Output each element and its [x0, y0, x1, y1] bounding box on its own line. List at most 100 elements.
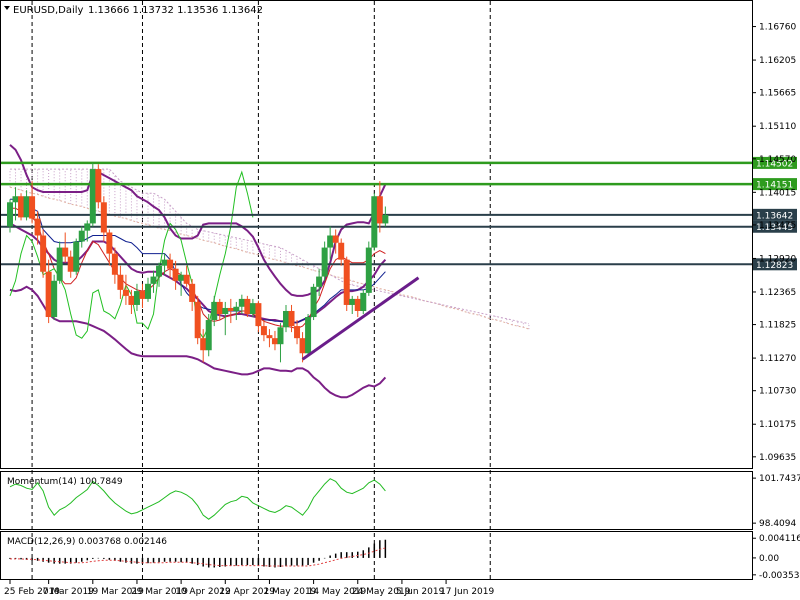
candle-body[interactable] [51, 280, 58, 318]
candle-body[interactable] [100, 202, 107, 233]
level-label-box [753, 220, 797, 233]
candle-body[interactable] [150, 276, 157, 284]
price-tick-label: 1.15110 [759, 122, 796, 132]
candle-body[interactable] [78, 230, 85, 242]
candle-body[interactable] [332, 235, 339, 243]
collapse-arrow-icon[interactable] [4, 6, 10, 10]
candle-body[interactable] [117, 274, 124, 290]
candle-body[interactable] [73, 241, 80, 272]
candle-body[interactable] [111, 253, 118, 275]
candle-body[interactable] [12, 196, 19, 203]
candle-body[interactable] [161, 259, 168, 266]
candle-body[interactable] [271, 338, 278, 345]
cloud-span-a [9, 186, 530, 330]
price-tick-label: 1.14015 [759, 188, 796, 198]
candle-body[interactable] [238, 298, 245, 307]
candle-body[interactable] [133, 291, 140, 305]
candle-body[interactable] [266, 335, 273, 339]
candle-body[interactable] [56, 247, 63, 281]
candle-body[interactable] [156, 265, 163, 277]
candle-body[interactable] [376, 196, 383, 224]
price-tick-label: 1.16205 [759, 56, 796, 66]
candle-body[interactable] [40, 235, 47, 272]
candle-body[interactable] [167, 259, 174, 269]
candle-body[interactable] [249, 303, 256, 315]
candle-body[interactable] [189, 283, 196, 302]
price-axis: 1.16760 1.16205 1.15665 1.15110 1.14570 1.140… [752, 23, 796, 463]
candle-body[interactable] [343, 259, 350, 305]
candle-body[interactable] [23, 196, 30, 218]
candle-body[interactable] [45, 271, 52, 318]
time-tick-label: 25 Feb 2019 [4, 587, 60, 597]
candle-body[interactable] [299, 338, 306, 354]
momentum-line [9, 478, 386, 520]
candle-body[interactable] [172, 268, 179, 281]
candle-body[interactable] [178, 274, 185, 281]
candle-body[interactable] [139, 291, 146, 299]
price-tick-label: 1.11825 [759, 321, 796, 331]
candle-body[interactable] [34, 218, 41, 236]
candle-body[interactable] [321, 247, 328, 277]
candle-body[interactable] [106, 232, 113, 254]
candle-body[interactable] [233, 306, 240, 311]
candle-body[interactable] [95, 169, 102, 203]
time-tick-label: 24 May 2019 [352, 587, 411, 597]
candle-body[interactable] [349, 298, 356, 305]
price-tick-label: 1.13475 [759, 221, 796, 231]
candle-body[interactable] [227, 307, 234, 311]
candle-body[interactable] [365, 247, 372, 293]
candle-body[interactable] [7, 202, 13, 227]
candle-body[interactable] [371, 196, 378, 248]
candle-body[interactable] [29, 196, 36, 219]
macd-indicator: 0.004116 0.00 -0.003539 [9, 534, 800, 581]
candle-body[interactable] [67, 256, 74, 272]
candle-body[interactable] [194, 301, 201, 339]
price-tick-label: 1.10175 [759, 420, 796, 430]
candle-body[interactable] [327, 235, 334, 248]
cloud-span-b [10, 168, 530, 325]
chart-symbol: EURUSD,Daily [13, 5, 84, 16]
trendline[interactable] [301, 276, 420, 361]
candle-body[interactable] [305, 317, 312, 354]
candle-body[interactable] [145, 283, 151, 299]
candle-body[interactable] [277, 327, 284, 345]
time-tick-label: 29 Mar 2019 [131, 587, 188, 597]
candle-body[interactable] [183, 274, 190, 284]
candle-body[interactable] [294, 326, 301, 339]
momentum-label: Momentum(14) 100.7849 [7, 477, 123, 487]
time-tick-label: 2 May 2019 [263, 587, 316, 597]
price-tick-label: 1.09635 [759, 453, 796, 463]
macd-label: MACD(12,26,9) 0.003768 0.002146 [7, 537, 167, 547]
level-label: 1.14151 [756, 181, 793, 191]
candle-body[interactable] [283, 310, 289, 328]
candle-body[interactable] [288, 310, 295, 327]
candle-body[interactable] [89, 169, 96, 224]
macd-panel[interactable] [0, 531, 753, 580]
candle-body[interactable] [244, 298, 251, 315]
level-label: 1.13642 [756, 211, 793, 221]
candle-body[interactable] [222, 307, 229, 315]
candle-body[interactable] [382, 214, 389, 224]
chart-ohlc: 1.13666 1.13732 1.13536 1.13642 [88, 5, 263, 16]
price-tick-label: 1.12365 [759, 288, 796, 298]
candle-body[interactable] [200, 338, 207, 351]
candle-body[interactable] [205, 320, 212, 351]
candle-body[interactable] [316, 276, 323, 287]
candle-body[interactable] [216, 301, 223, 315]
candle-body[interactable] [18, 196, 25, 218]
candle-body[interactable] [84, 223, 91, 231]
level-label-box [753, 156, 797, 169]
candle-body[interactable] [122, 289, 129, 296]
candle-body[interactable] [62, 247, 69, 257]
candle-body[interactable] [360, 292, 367, 311]
level-label-box [753, 258, 797, 271]
candle-body[interactable] [310, 286, 317, 318]
candle-body[interactable] [260, 326, 267, 336]
candle-body[interactable] [338, 242, 345, 260]
candle-body[interactable] [128, 295, 135, 305]
candle-body[interactable] [211, 301, 218, 321]
candle-body[interactable] [255, 303, 262, 327]
candle-body[interactable] [354, 298, 361, 311]
macd-tick-label: 0.004116 [759, 534, 800, 544]
